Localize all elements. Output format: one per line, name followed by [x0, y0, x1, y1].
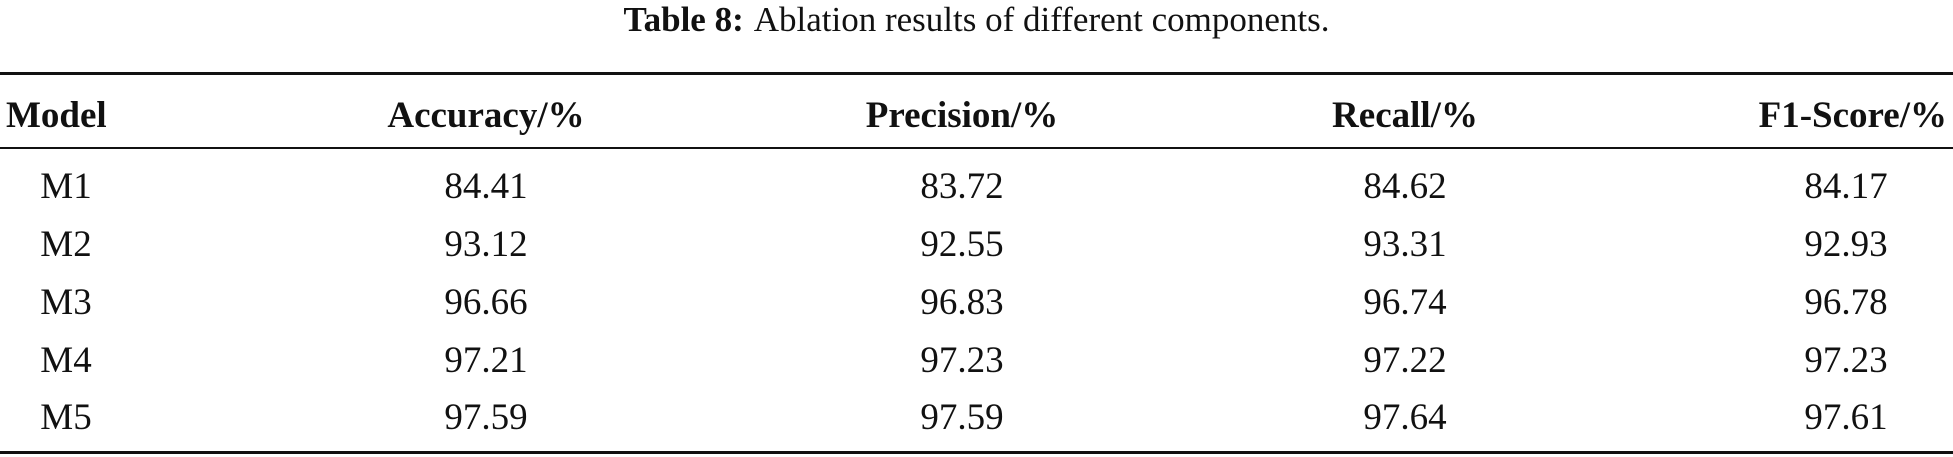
- bottom-rule: [0, 451, 1953, 454]
- column-header: Accuracy/%: [387, 95, 585, 136]
- table-cell: 96.78: [1804, 282, 1888, 323]
- table-cell: 84.17: [1804, 166, 1888, 207]
- row-label: M5: [40, 397, 92, 438]
- column-header: F1-Score/%: [1758, 95, 1947, 136]
- row-label: M1: [40, 166, 92, 207]
- row-label: M4: [40, 340, 92, 381]
- caption-label: Table 8:: [623, 0, 744, 39]
- caption: Table 8: Ablation results of different co…: [0, 0, 1953, 40]
- table-cell: 97.61: [1804, 397, 1888, 438]
- table-cell: 83.72: [920, 166, 1004, 207]
- column-header: Recall/%: [1332, 95, 1478, 136]
- table-cell: 96.83: [920, 282, 1004, 323]
- table-cell: 93.31: [1363, 224, 1447, 265]
- table-cell: 97.23: [1804, 340, 1888, 381]
- row-label: M3: [40, 282, 92, 323]
- table-cell: 93.12: [444, 224, 528, 265]
- table-cell: 97.59: [920, 397, 1004, 438]
- column-header: Precision/%: [865, 95, 1059, 136]
- table-cell: 84.62: [1363, 166, 1447, 207]
- column-header: Model: [6, 95, 107, 136]
- table-cell: 97.59: [444, 397, 528, 438]
- table-cell: 96.66: [444, 282, 528, 323]
- table-cell: 97.23: [920, 340, 1004, 381]
- top-rule: [0, 72, 1953, 75]
- caption-text: Ablation results of different components…: [753, 0, 1330, 39]
- table-cell: 97.22: [1363, 340, 1447, 381]
- table-cell: 92.55: [920, 224, 1004, 265]
- table-cell: 97.21: [444, 340, 528, 381]
- table-cell: 97.64: [1363, 397, 1447, 438]
- row-label: M2: [40, 224, 92, 265]
- header-rule: [0, 147, 1953, 149]
- table-cell: 84.41: [444, 166, 528, 207]
- table-cell: 92.93: [1804, 224, 1888, 265]
- table-cell: 96.74: [1363, 282, 1447, 323]
